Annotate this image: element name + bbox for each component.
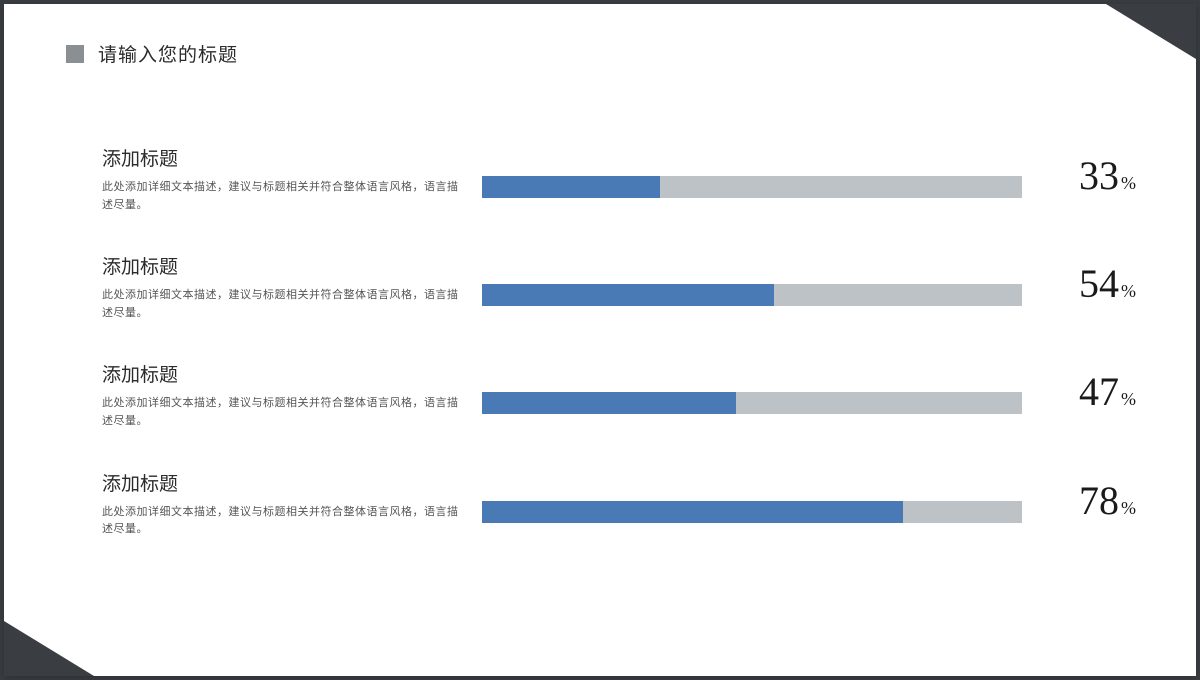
- percent-label: 54 %: [1079, 260, 1136, 307]
- row-title: 添加标题: [102, 360, 462, 387]
- bar-track: [482, 176, 1022, 198]
- progress-row: 添加标题 此处添加详细文本描述，建议与标题相关并符合整体语言风格，语言描述尽量。…: [102, 144, 1136, 214]
- row-description: 此处添加详细文本描述，建议与标题相关并符合整体语言风格，语言描述尽量。: [102, 504, 462, 539]
- row-description: 此处添加详细文本描述，建议与标题相关并符合整体语言风格，语言描述尽量。: [102, 287, 462, 322]
- percent-label: 47 %: [1079, 368, 1136, 415]
- percent-symbol: %: [1121, 389, 1136, 410]
- progress-row: 添加标题 此处添加详细文本描述，建议与标题相关并符合整体语言风格，语言描述尽量。…: [102, 252, 1136, 322]
- row-title: 添加标题: [102, 252, 462, 279]
- percent-value: 33: [1079, 152, 1119, 199]
- progress-bar: [482, 284, 1022, 306]
- row-description: 此处添加详细文本描述，建议与标题相关并符合整体语言风格，语言描述尽量。: [102, 395, 462, 430]
- row-title: 添加标题: [102, 469, 462, 496]
- bar-fill: [482, 176, 660, 198]
- progress-row: 添加标题 此处添加详细文本描述，建议与标题相关并符合整体语言风格，语言描述尽量。…: [102, 360, 1136, 430]
- bar-fill: [482, 501, 903, 523]
- row-title: 添加标题: [102, 144, 462, 171]
- percent-value: 78: [1079, 477, 1119, 524]
- percent-label: 78 %: [1079, 477, 1136, 524]
- bar-fill: [482, 284, 774, 306]
- bar-fill: [482, 392, 736, 414]
- percent-value: 54: [1079, 260, 1119, 307]
- percent-label: 33 %: [1079, 152, 1136, 199]
- row-description: 此处添加详细文本描述，建议与标题相关并符合整体语言风格，语言描述尽量。: [102, 179, 462, 214]
- slide-title: 请输入您的标题: [98, 40, 238, 67]
- header-bullet-icon: [66, 45, 84, 63]
- row-text-block: 添加标题 此处添加详细文本描述，建议与标题相关并符合整体语言风格，语言描述尽量。: [102, 360, 462, 430]
- slide-canvas: 请输入您的标题 添加标题 此处添加详细文本描述，建议与标题相关并符合整体语言风格…: [4, 4, 1196, 676]
- row-text-block: 添加标题 此处添加详细文本描述，建议与标题相关并符合整体语言风格，语言描述尽量。: [102, 252, 462, 322]
- progress-bar: [482, 392, 1022, 414]
- bar-track: [482, 392, 1022, 414]
- row-text-block: 添加标题 此处添加详细文本描述，建议与标题相关并符合整体语言风格，语言描述尽量。: [102, 144, 462, 214]
- progress-row: 添加标题 此处添加详细文本描述，建议与标题相关并符合整体语言风格，语言描述尽量。…: [102, 469, 1136, 539]
- percent-symbol: %: [1121, 498, 1136, 519]
- row-text-block: 添加标题 此处添加详细文本描述，建议与标题相关并符合整体语言风格，语言描述尽量。: [102, 469, 462, 539]
- progress-rows: 添加标题 此处添加详细文本描述，建议与标题相关并符合整体语言风格，语言描述尽量。…: [102, 144, 1136, 577]
- corner-decoration-top-right: [1106, 4, 1196, 59]
- progress-bar: [482, 176, 1022, 198]
- progress-bar: [482, 501, 1022, 523]
- slide-header: 请输入您的标题: [66, 40, 238, 67]
- percent-symbol: %: [1121, 173, 1136, 194]
- percent-value: 47: [1079, 368, 1119, 415]
- bar-track: [482, 284, 1022, 306]
- bar-track: [482, 501, 1022, 523]
- percent-symbol: %: [1121, 281, 1136, 302]
- corner-decoration-bottom-left: [4, 621, 94, 676]
